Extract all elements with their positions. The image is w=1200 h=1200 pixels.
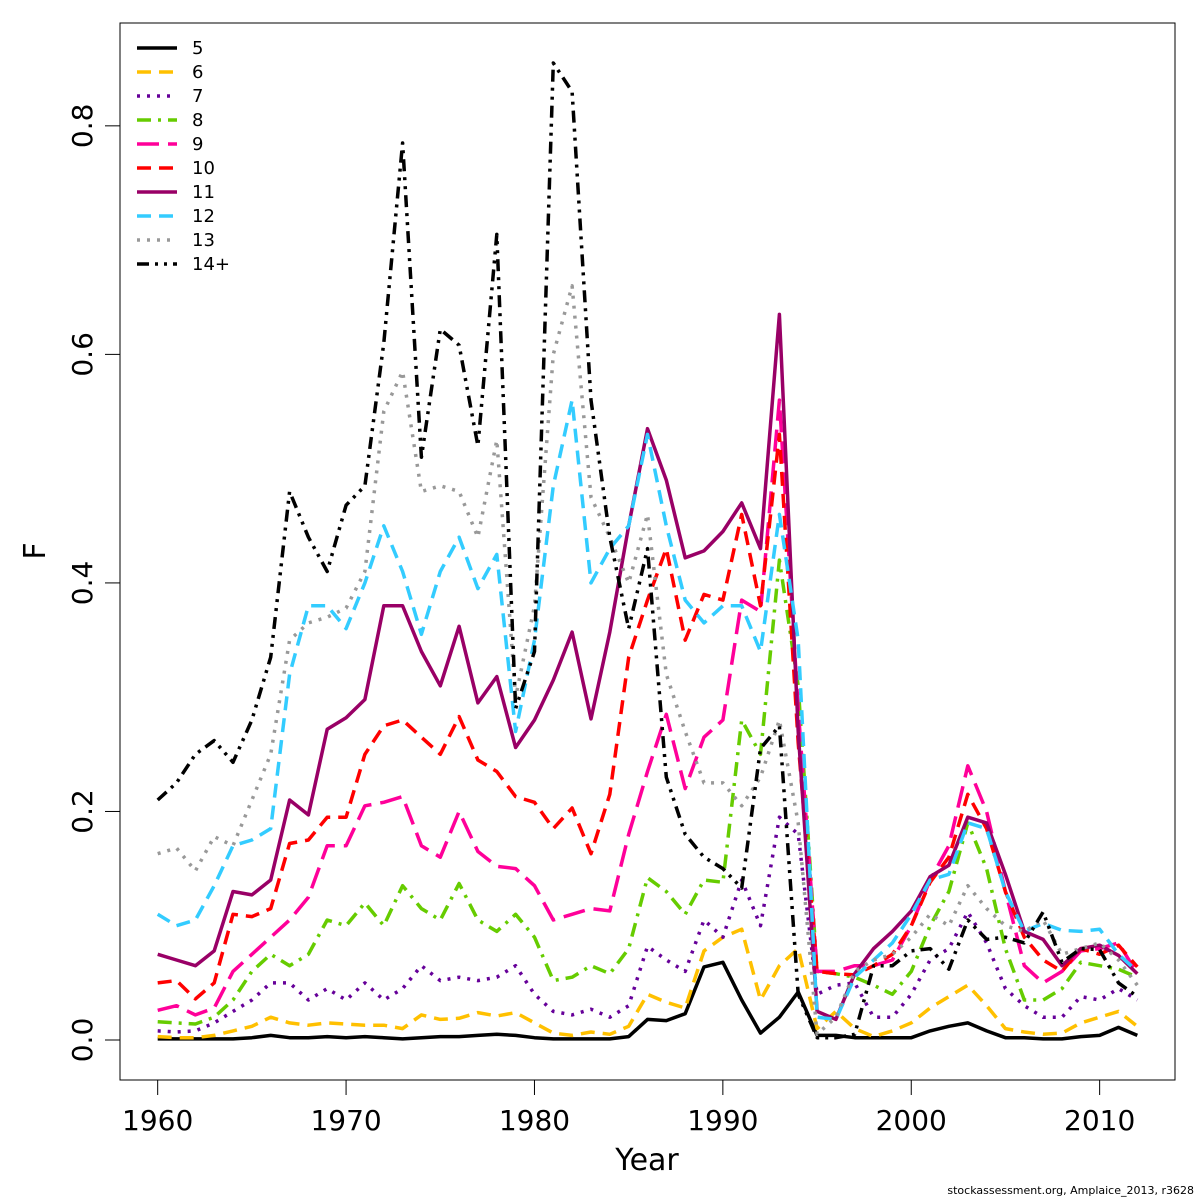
series-line-14plus (156, 61, 1139, 1040)
x-tick-label: 2010 (1064, 1104, 1135, 1137)
x-tick-label: 1980 (499, 1104, 570, 1137)
series-lines (156, 61, 1139, 1041)
legend-label: 9 (192, 134, 203, 155)
x-tick-label: 1990 (687, 1104, 758, 1137)
series-line-12 (156, 398, 1139, 1022)
footnote: stockassessment.org, Amplaice_2013, r362… (947, 1184, 1194, 1197)
series-line-8 (157, 558, 1138, 1026)
legend-label: 5 (192, 38, 203, 59)
y-axis: 0.0 0.2 0.4 0.6 0.8 (66, 104, 121, 1063)
legend: 5 6 7 8 9 10 11 12 13 14+ (137, 38, 230, 275)
series-line-6 (157, 927, 1139, 1040)
legend-label: 7 (192, 86, 203, 107)
legend-label: 6 (192, 62, 203, 83)
x-tick-label: 2000 (876, 1104, 947, 1137)
x-axis-title: Year (614, 1143, 679, 1178)
series-line-7 (157, 815, 1139, 1034)
series-line-11 (157, 312, 1139, 1022)
plot-frame (119, 22, 1176, 1081)
legend-label: 10 (192, 158, 215, 179)
x-axis: 1960 1970 1980 1990 2000 2010 (122, 1079, 1135, 1137)
series-line-10 (157, 432, 1139, 1001)
series-line-13 (157, 284, 1139, 1037)
x-tick-label: 1960 (122, 1104, 193, 1137)
y-tick-label: 0.4 (66, 561, 99, 606)
y-axis-title: F (18, 542, 53, 559)
series-line-9 (157, 398, 1139, 1017)
y-tick-label: 0.8 (66, 104, 99, 149)
y-tick-label: 0.2 (66, 789, 99, 834)
y-tick-label: 0.6 (66, 332, 99, 377)
legend-label: 8 (192, 110, 203, 131)
legend-label: 13 (192, 230, 215, 251)
legend-label: 11 (192, 182, 215, 203)
legend-label: 12 (192, 206, 215, 227)
x-tick-label: 1970 (310, 1104, 381, 1137)
y-tick-label: 0.0 (66, 1018, 99, 1063)
legend-label: 14+ (192, 254, 230, 275)
series-line-5 (157, 960, 1138, 1041)
